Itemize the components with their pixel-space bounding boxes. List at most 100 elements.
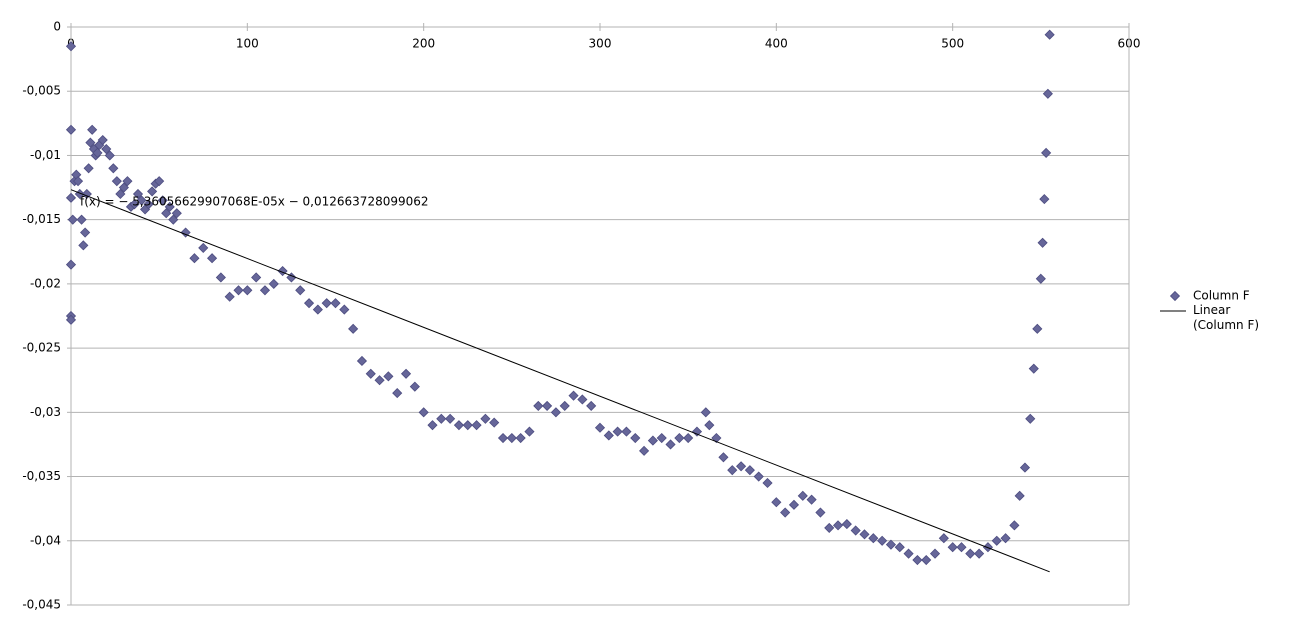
point <box>132 188 144 200</box>
point <box>339 304 350 315</box>
point <box>815 507 826 518</box>
trend-line <box>70 189 1050 573</box>
point <box>268 278 279 289</box>
point <box>841 519 852 530</box>
point <box>383 371 394 382</box>
point <box>111 176 122 187</box>
point <box>568 390 579 401</box>
point <box>76 214 87 225</box>
point <box>242 285 253 296</box>
point <box>118 182 129 193</box>
point <box>65 41 77 52</box>
point <box>65 124 77 135</box>
point <box>392 388 403 399</box>
point <box>1041 147 1052 158</box>
point <box>453 420 464 431</box>
point <box>418 407 429 418</box>
y-tick-label: -0,035 <box>22 469 61 483</box>
point <box>797 490 808 501</box>
point <box>947 542 958 553</box>
point <box>189 253 200 264</box>
point <box>877 535 888 546</box>
point <box>81 188 92 200</box>
y-tick-label: -0,01 <box>30 148 61 162</box>
point <box>136 195 147 206</box>
point <box>85 137 96 148</box>
x-tick-label: 200 <box>412 37 435 51</box>
point <box>471 420 482 431</box>
point <box>1037 237 1048 248</box>
point <box>921 554 932 566</box>
point <box>409 381 420 392</box>
point <box>691 426 703 437</box>
point <box>480 413 491 424</box>
point <box>92 147 103 158</box>
point <box>506 432 517 444</box>
point <box>612 426 623 437</box>
point <box>859 529 870 540</box>
legend-label: Linear (Column F) <box>1193 303 1260 332</box>
point <box>303 298 315 309</box>
point <box>161 208 172 219</box>
point <box>462 420 473 431</box>
point <box>65 259 77 270</box>
point <box>956 542 967 553</box>
x-tick-label: 500 <box>941 37 964 51</box>
point <box>524 426 535 437</box>
y-tick-label: -0,025 <box>22 341 61 355</box>
point <box>929 548 941 559</box>
point <box>180 227 191 238</box>
point <box>1009 520 1020 531</box>
y-tick-label: -0,02 <box>30 276 61 290</box>
point <box>542 400 553 411</box>
point <box>427 420 438 431</box>
point <box>533 400 544 411</box>
point <box>903 548 914 559</box>
point <box>400 368 412 379</box>
point <box>630 432 641 444</box>
point <box>67 214 78 225</box>
point <box>207 253 218 264</box>
point <box>938 533 949 544</box>
point <box>101 143 112 155</box>
point <box>122 176 133 187</box>
point <box>704 420 715 431</box>
point <box>72 176 84 187</box>
point <box>224 291 235 302</box>
point <box>736 461 747 472</box>
y-tick-label: 0 <box>53 20 61 34</box>
point <box>762 477 773 489</box>
point <box>1025 413 1036 424</box>
point <box>912 554 923 566</box>
point <box>129 199 140 210</box>
x-tick-label: 100 <box>236 37 259 51</box>
point <box>80 227 91 238</box>
point <box>621 426 632 437</box>
point <box>806 494 817 505</box>
point <box>885 539 897 550</box>
point <box>515 432 526 444</box>
point <box>832 520 844 531</box>
point <box>147 186 158 197</box>
legend-marker <box>1169 290 1181 302</box>
point <box>215 272 226 283</box>
point <box>771 497 782 508</box>
legend-label: Column F <box>1193 289 1250 303</box>
point <box>171 208 182 219</box>
point <box>436 413 447 424</box>
point <box>586 400 597 411</box>
point <box>198 242 209 253</box>
point <box>1028 363 1039 374</box>
point <box>164 201 175 212</box>
point <box>251 272 262 283</box>
point <box>65 314 77 325</box>
point <box>445 413 456 424</box>
point <box>374 375 385 386</box>
point <box>727 465 738 476</box>
point <box>1042 88 1053 99</box>
point <box>824 522 835 533</box>
point <box>1014 490 1025 501</box>
point <box>489 417 500 428</box>
